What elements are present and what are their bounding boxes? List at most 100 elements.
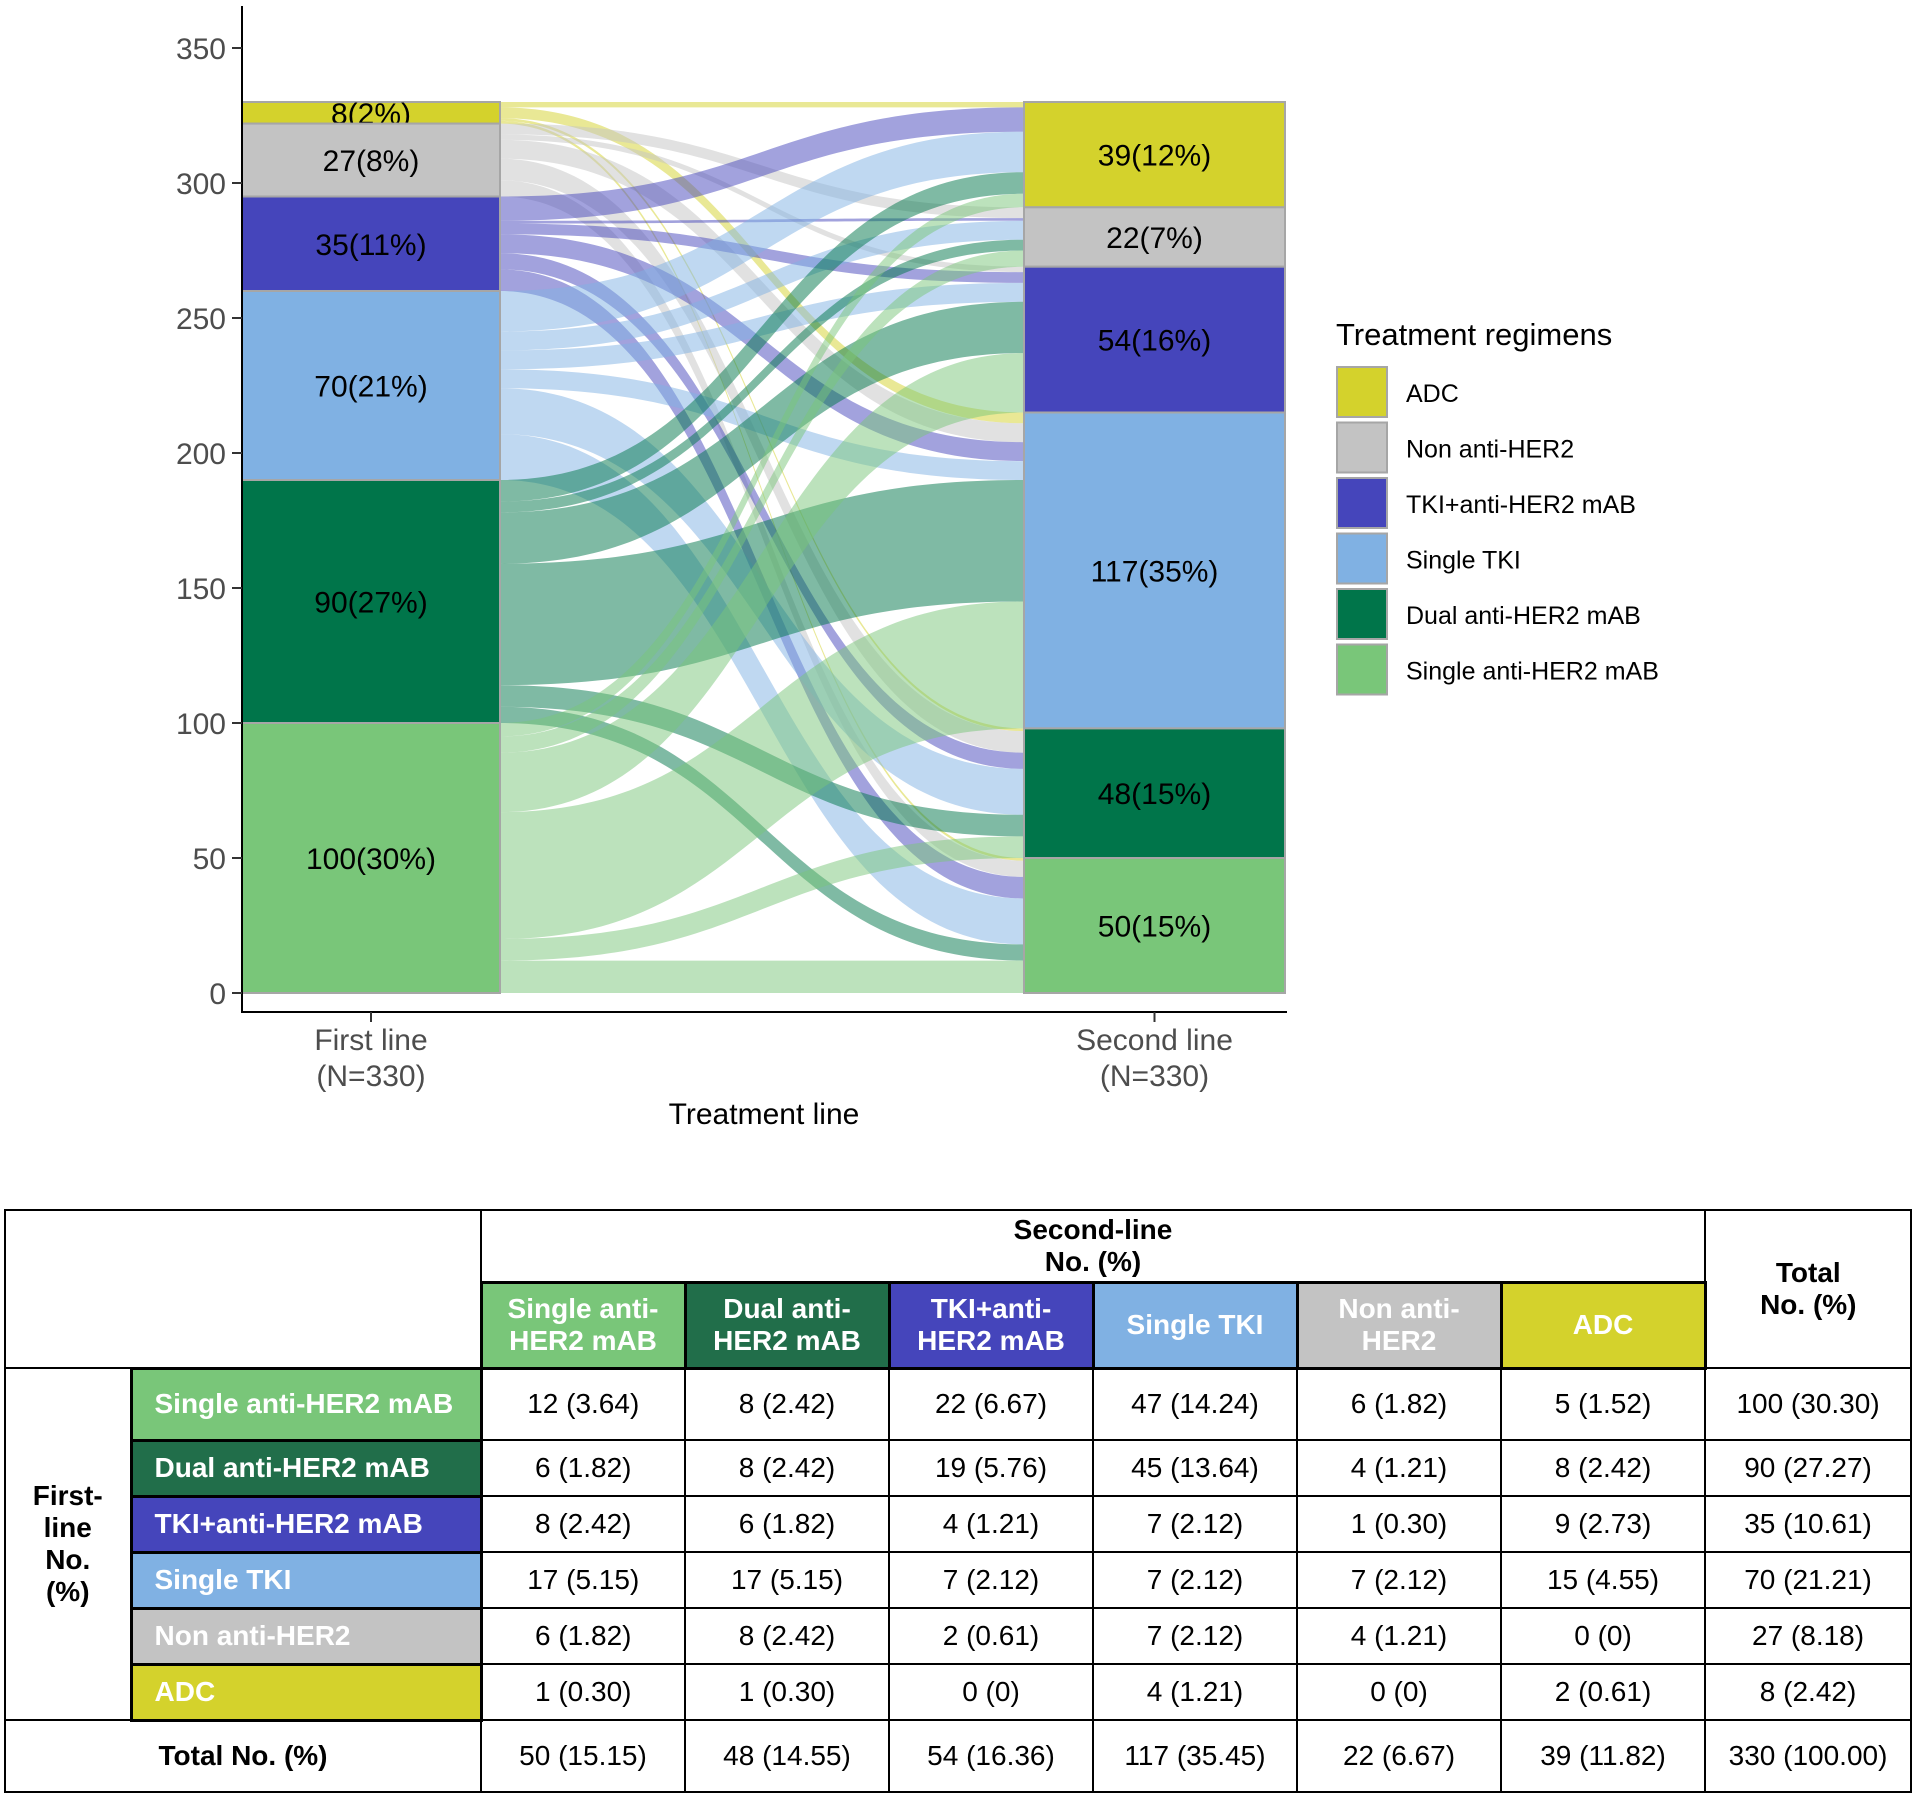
- transition-table: Second-line No. (%) Total No. (%) Single a…: [4, 1209, 1913, 1793]
- table-cell: 6 (1.82): [480, 1439, 686, 1497]
- table-cell: 22 (6.67): [888, 1367, 1094, 1441]
- flow-ribbons: [500, 102, 1024, 993]
- first-line-label-dual-anti-her2-mab: 90(27%): [314, 587, 427, 620]
- table-cell: 15 (4.55): [1499, 1551, 1707, 1609]
- table-cell: 4 (1.21): [1092, 1663, 1298, 1721]
- column-header-single-tki: Single TKI: [1091, 1280, 1299, 1370]
- row-total: 35 (10.61): [1704, 1495, 1913, 1553]
- second-line-label-adc: 39(12%): [1098, 140, 1211, 173]
- row-header-non-anti-her2: Non anti-HER2: [129, 1606, 483, 1666]
- flow-adc-to-adc: [500, 102, 1024, 108]
- column-header-dual-anti-her2-mab: Dual anti-HER2 mAB: [683, 1280, 891, 1370]
- row-total: 90 (27.27): [1704, 1439, 1913, 1497]
- second-line-bar-single-tki: [1023, 411, 1286, 730]
- table-cell: 8 (2.42): [480, 1495, 686, 1553]
- second-line-header: Second-line No. (%): [479, 1209, 1707, 1283]
- stratum-bars: 8(2%)27(8%)35(11%)70(21%)90(27%)100(30%)…: [241, 98, 1286, 994]
- legend-label-tki-anti-her2-mab: TKI+anti-HER2 mAB: [1406, 491, 1636, 519]
- legend-swatch-single-anti-her2-mab: [1336, 643, 1388, 696]
- table-cell: 0 (0): [888, 1663, 1094, 1721]
- row-header-single-tki: Single TKI: [129, 1550, 483, 1610]
- column-header-adc: ADC: [1499, 1280, 1707, 1370]
- table-row: TKI+anti-HER2 mAB 8 (2.42) 6 (1.82) 4 (1.21…: [5, 1494, 1913, 1554]
- x-axis-title: Treatment line: [669, 1098, 860, 1131]
- second-line-bar-dual-anti-her2-mab: [1023, 727, 1286, 860]
- flow-non-anti-her2-to-tki-anti-her2-mab: [500, 134, 1024, 273]
- row-header-single-anti-her2-mab: Single anti-HER2 mAB: [129, 1366, 483, 1442]
- total-row: Total No. (%) 50 (15.15) 48 (14.55) 54 (16.…: [4, 1719, 1913, 1793]
- table-cell: 4 (1.21): [1296, 1607, 1502, 1665]
- table-cell: 12 (3.64): [480, 1367, 686, 1441]
- row-total: 27 (8.18): [1704, 1607, 1913, 1665]
- table-cell: 9 (2.73): [1499, 1495, 1707, 1553]
- row-total: 100 (30.30): [1704, 1367, 1913, 1441]
- table-cell: 19 (5.76): [888, 1439, 1094, 1497]
- table-cell: 2 (0.61): [1499, 1663, 1707, 1721]
- table-cell: 7 (2.12): [1296, 1551, 1502, 1609]
- grand-total: 330 (100.00): [1704, 1719, 1913, 1793]
- legend-label-single-tki: Single TKI: [1406, 547, 1521, 575]
- second-line-bar-adc: [1023, 101, 1286, 209]
- column-header-tki-anti-her2-mab: TKI+anti-HER2 mAB: [887, 1280, 1095, 1370]
- table-cell: 1 (0.30): [1296, 1495, 1502, 1553]
- legend-swatch-single-tki: [1336, 532, 1388, 585]
- second-line-label-tki-anti-her2-mab: 54(16%): [1098, 325, 1211, 358]
- table-cell: 47 (14.24): [1092, 1367, 1298, 1441]
- legend-label-dual-anti-her2-mab: Dual anti-HER2 mAB: [1406, 602, 1641, 630]
- table-row: Non anti-HER2 6 (1.82) 8 (2.42) 2 (0.61) 7 (…: [5, 1606, 1913, 1666]
- table-cell: 7 (2.12): [1092, 1607, 1298, 1665]
- y-tick-label-100: 100: [176, 708, 226, 741]
- second-line-bar-non-anti-her2: [1023, 206, 1286, 268]
- legend-swatch-non-anti-her2: [1336, 421, 1388, 474]
- legend-title: Treatment regimens: [1336, 317, 1612, 352]
- total-cell: 117 (35.45): [1092, 1719, 1298, 1793]
- flow-adc-to-single-tki: [500, 107, 1024, 424]
- row-total: 8 (2.42): [1704, 1663, 1913, 1721]
- column-header-non-anti-her2: Non anti-HER2: [1295, 1280, 1503, 1370]
- flow-dual-anti-her2-mab-to-adc: [500, 172, 1024, 502]
- first-line-label-tki-anti-her2-mab: 35(11%): [315, 229, 426, 262]
- y-tick-label-250: 250: [176, 303, 226, 336]
- table-cell: 6 (1.82): [684, 1495, 890, 1553]
- table-cell: 8 (2.42): [684, 1607, 890, 1665]
- total-header: Total No. (%): [1704, 1209, 1913, 1369]
- first-line-bar-dual-anti-her2-mab: [241, 479, 501, 724]
- flow-single-anti-her2-mab-to-tki-anti-her2-mab: [500, 353, 1024, 813]
- y-tick-label-350: 350: [176, 33, 226, 66]
- flow-dual-anti-her2-mab-to-non-anti-her2: [500, 239, 1024, 513]
- x-tick-n-second-line: (N=330): [1100, 1060, 1209, 1093]
- y-tick-label-50: 50: [193, 843, 226, 876]
- table-cell: 7 (2.12): [888, 1551, 1094, 1609]
- x-tick-n-first-line: (N=330): [316, 1060, 425, 1093]
- flow-single-anti-her2-mab-to-adc: [500, 193, 1024, 737]
- x-tick-label-first-line: First line: [314, 1024, 427, 1057]
- table-row: First-line No. (%) Single anti-HER2 mAB 12…: [4, 1366, 1913, 1721]
- first-line-bar-single-anti-her2-mab: [241, 722, 501, 994]
- row-total: 70 (21.21): [1704, 1551, 1913, 1609]
- total-cell: 54 (16.36): [888, 1719, 1094, 1793]
- legend-swatch-dual-anti-her2-mab: [1336, 588, 1388, 640]
- table-cell: 0 (0): [1296, 1663, 1502, 1721]
- y-tick-label-150: 150: [176, 573, 226, 606]
- table-cell: 45 (13.64): [1092, 1439, 1298, 1497]
- chart-legend: Treatment regimens ADC Non anti-HER2 TKI+an…: [1336, 317, 1659, 696]
- first-line-label-single-anti-her2-mab: 100(30%): [306, 843, 436, 876]
- table-cell: 8 (2.42): [1499, 1439, 1707, 1497]
- table-corner: [4, 1209, 482, 1369]
- legend-label-single-anti-her2-mab: Single anti-HER2 mAB: [1406, 658, 1659, 686]
- column-header-single-anti-her2-mab: Single anti-HER2 mAB: [479, 1280, 687, 1370]
- table-cell: 5 (1.52): [1499, 1367, 1707, 1441]
- total-cell: 39 (11.82): [1499, 1719, 1707, 1793]
- second-line-label-single-tki: 117(35%): [1091, 555, 1219, 588]
- table-cell: 4 (1.21): [1296, 1439, 1502, 1497]
- total-row-label: Total No. (%): [4, 1719, 482, 1793]
- first-line-label-non-anti-her2: 27(8%): [323, 145, 420, 178]
- table-cell: 4 (1.21): [888, 1495, 1094, 1553]
- x-tick-label-second-line: Second line: [1076, 1024, 1233, 1057]
- flow-tki-anti-her2-mab-to-dual-anti-her2-mab: [500, 253, 1024, 769]
- legend-swatch-tki-anti-her2-mab: [1336, 477, 1388, 529]
- y-tick-label-200: 200: [176, 438, 226, 471]
- table-cell: 1 (0.30): [684, 1663, 890, 1721]
- table-cell: 1 (0.30): [480, 1663, 686, 1721]
